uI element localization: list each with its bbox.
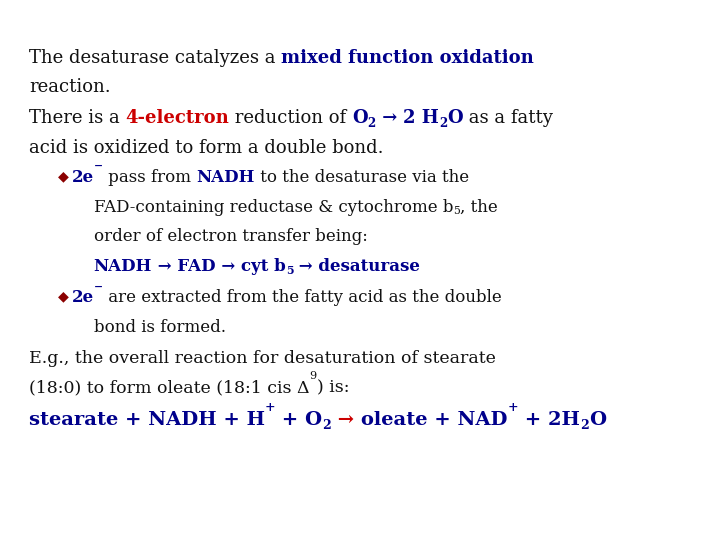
Text: 9: 9 [310,371,317,381]
Text: →: → [376,110,403,127]
Text: stearate + NADH + H: stearate + NADH + H [29,411,265,429]
Text: ) is:: ) is: [317,380,349,397]
Text: → desaturase: → desaturase [293,258,420,275]
Text: −: − [94,160,104,171]
Text: + O: + O [276,411,323,429]
Text: The desaturase catalyzes a: The desaturase catalyzes a [29,49,281,66]
Text: +: + [508,401,518,414]
Text: 2: 2 [367,117,376,130]
Text: ◆: ◆ [58,289,68,303]
Text: 5: 5 [453,206,460,216]
Text: (18:0) to form oleate (18:1 cis Δ: (18:0) to form oleate (18:1 cis Δ [29,380,310,397]
Text: , the: , the [460,199,498,215]
Text: O: O [352,110,367,127]
Text: + 2H: + 2H [518,411,580,429]
Text: 2e: 2e [72,169,94,186]
Text: +: + [265,401,276,414]
Text: O: O [589,411,606,429]
Text: E.g., the overall reaction for desaturation of stearate: E.g., the overall reaction for desaturat… [29,350,495,367]
Text: There is a: There is a [29,110,125,127]
Text: →: → [331,411,361,429]
Text: pass from: pass from [104,169,197,186]
Text: reaction.: reaction. [29,78,110,96]
Text: to the desaturase via the: to the desaturase via the [255,169,469,186]
Text: 2: 2 [439,117,447,130]
Text: order of electron transfer being:: order of electron transfer being: [94,228,367,245]
Text: as a fatty: as a fatty [463,110,553,127]
Text: NADH: NADH [94,258,152,275]
Text: 2: 2 [323,420,331,433]
Text: mixed function oxidation: mixed function oxidation [281,49,534,66]
Text: → FAD → cyt b: → FAD → cyt b [152,258,286,275]
Text: ◆: ◆ [58,169,68,183]
Text: bond is formed.: bond is formed. [94,319,225,336]
Text: 2e: 2e [72,289,94,306]
Text: 2: 2 [580,420,589,433]
Text: O: O [447,110,463,127]
Text: 2 H: 2 H [403,110,439,127]
Text: 4-electron: 4-electron [125,110,229,127]
Text: reduction of: reduction of [229,110,352,127]
Text: are extracted from the fatty acid as the double: are extracted from the fatty acid as the… [104,289,502,306]
Text: 5: 5 [286,265,293,276]
Text: −: − [94,281,104,292]
Text: acid is oxidized to form a double bond.: acid is oxidized to form a double bond. [29,139,383,157]
Text: oleate + NAD: oleate + NAD [361,411,508,429]
Text: FAD-containing reductase & cytochrome b: FAD-containing reductase & cytochrome b [94,199,453,215]
Text: NADH: NADH [197,169,255,186]
